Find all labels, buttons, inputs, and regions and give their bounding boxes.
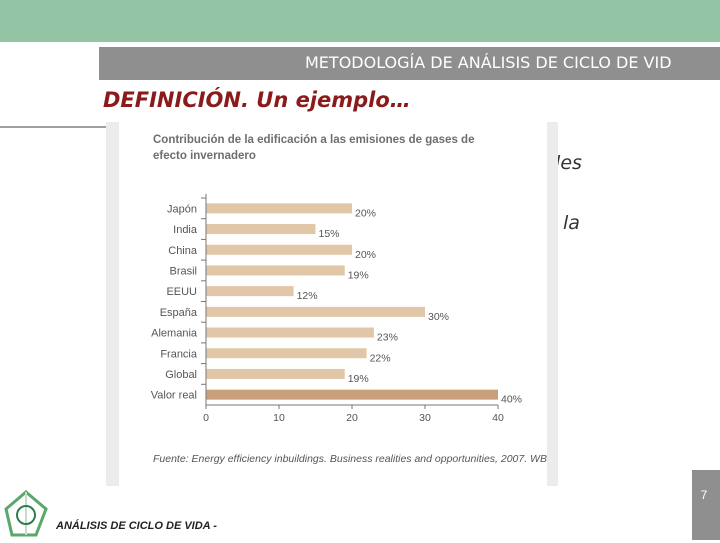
bar [206,203,352,214]
bar [206,368,345,379]
data-label: 15% [319,228,340,240]
category-label: EEUU [166,286,197,298]
footer-text: ANÁLISIS DE CICLO DE VIDA - [56,520,217,532]
data-label: 19% [348,373,369,385]
chart-source-note: Fuente: Energy efficiency inbuildings. B… [153,453,547,465]
slide-title-bar: METODOLOGÍA DE ANÁLISIS DE CICLO DE VID [99,47,720,80]
chart-panel: Contribución de la edificación a las emi… [119,122,547,486]
x-tick-label: 30 [419,412,431,424]
category-label: Francia [160,348,198,360]
data-label: 40% [501,394,522,406]
x-axis: 0 10 20 30 40 [201,194,504,424]
category-label: Global [165,369,197,381]
category-label: Brasil [169,265,197,277]
data-label: 30% [428,311,449,323]
category-label: Alemania [151,328,198,340]
bar [206,327,374,338]
bar [206,286,294,297]
x-tick-label: 20 [346,412,358,424]
x-tick-label: 0 [203,412,209,424]
bars-layer: Japón 20% India 15% China 20% Brasil 19% EEUU 12%… [151,203,522,406]
bar [206,348,367,359]
bar [206,224,316,235]
chart-title-line-1: Contribución de la edificación a las emi… [153,134,474,146]
data-label: 22% [370,352,391,364]
category-label: España [160,307,198,319]
data-label: 23% [377,332,398,344]
bar [206,265,345,276]
data-label: 20% [355,249,376,261]
x-tick-label: 40 [492,412,504,424]
page-number: 7 [700,488,708,502]
data-label: 20% [355,207,376,219]
bar [206,244,352,255]
x-tick-label: 10 [273,412,285,424]
bar [206,389,498,400]
data-label: 12% [297,290,318,302]
bar [206,306,425,317]
slide-header-title: METODOLOGÍA DE ANÁLISIS DE CICLO DE VID [305,53,672,72]
emissions-bar-chart: Contribución de la edificación a las emi… [151,134,547,465]
chart-image: Contribución de la edificación a las emi… [106,122,558,486]
category-label: China [168,245,198,257]
category-label: Japón [167,203,197,215]
cip-logo [2,489,50,539]
heading-divider [0,126,118,128]
category-label: India [173,224,198,236]
slide-heading: DEFINICIÓN. Un ejemplo… [103,88,411,112]
category-label: Valor real [151,390,197,402]
chart-title-line-2: efecto invernadero [153,150,256,162]
page-number-box: 7 [692,470,720,540]
data-label: 19% [348,269,369,281]
top-accent-bar [0,0,720,42]
